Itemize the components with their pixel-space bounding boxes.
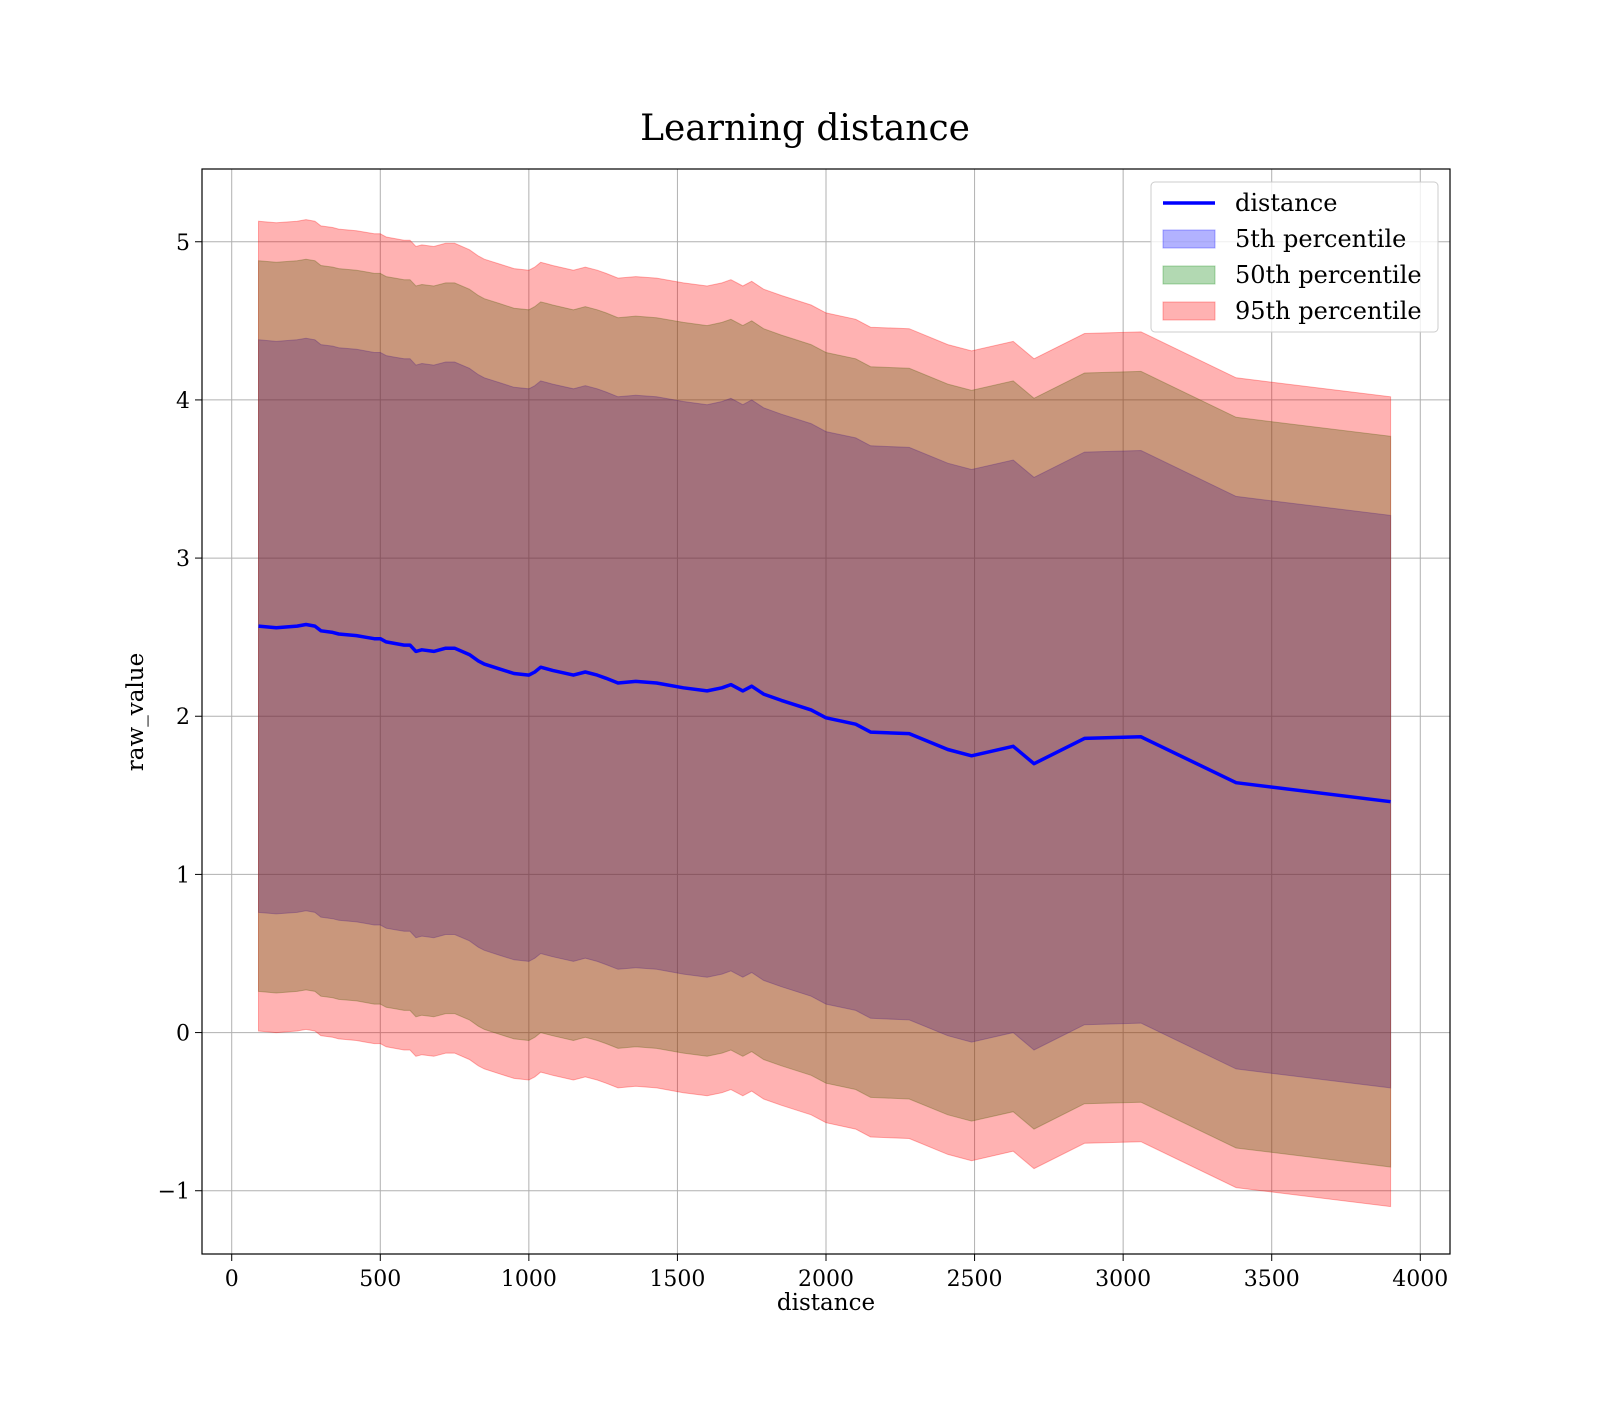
- y-tick-label: 5: [176, 231, 190, 256]
- series-lines: [258, 622, 1391, 804]
- legend-label-5th-percentile: 5th percentile: [1235, 225, 1406, 253]
- legend: distance 5th percentile 50th percentile 95t…: [1150, 181, 1439, 333]
- legend-box: [1150, 181, 1439, 333]
- y-tick-label: −1: [158, 1180, 190, 1205]
- y-tick-label: 3: [176, 547, 190, 572]
- x-tick-label: 4000: [1392, 1267, 1448, 1292]
- legend-label-50th-percentile: 50th percentile: [1235, 261, 1422, 289]
- x-tick-label: 0: [225, 1267, 239, 1292]
- band-95th-percentile: [258, 219, 1392, 1208]
- y-tick-label: 0: [176, 1022, 190, 1047]
- x-tick-label: 3000: [1095, 1267, 1151, 1292]
- x-tick-label: 500: [359, 1267, 401, 1292]
- chart-title: Learning distance: [640, 108, 970, 149]
- y-axis-label: raw_value: [123, 653, 149, 771]
- legend-swatch-5th-percentile: [1162, 229, 1216, 249]
- x-tick-label: 2000: [798, 1267, 854, 1292]
- x-tick-label: 2500: [947, 1267, 1003, 1292]
- x-tick-label: 3500: [1244, 1267, 1300, 1292]
- legend-swatch-50th-percentile: [1162, 265, 1216, 285]
- x-axis-ticks: 0 500 1000 1500 2000 2500 3000 3500 4000: [225, 1254, 1448, 1292]
- band-5th-percentile: [258, 337, 1392, 1089]
- percentile-bands: [258, 219, 1392, 1208]
- x-tick-label: 1500: [649, 1267, 705, 1292]
- legend-label-distance: distance: [1235, 189, 1337, 217]
- x-axis-label: distance: [777, 1290, 875, 1316]
- y-axis-ticks: −1 0 1 2 3 4 5: [158, 231, 202, 1205]
- y-tick-label: 1: [176, 863, 190, 888]
- legend-swatch-95th-percentile: [1162, 301, 1216, 321]
- y-tick-label: 2: [176, 705, 190, 730]
- x-tick-label: 1000: [501, 1267, 557, 1292]
- y-tick-label: 4: [176, 389, 190, 414]
- line-distance: [258, 622, 1391, 804]
- band-50th-percentile: [258, 258, 1392, 1168]
- legend-label-95th-percentile: 95th percentile: [1235, 297, 1422, 325]
